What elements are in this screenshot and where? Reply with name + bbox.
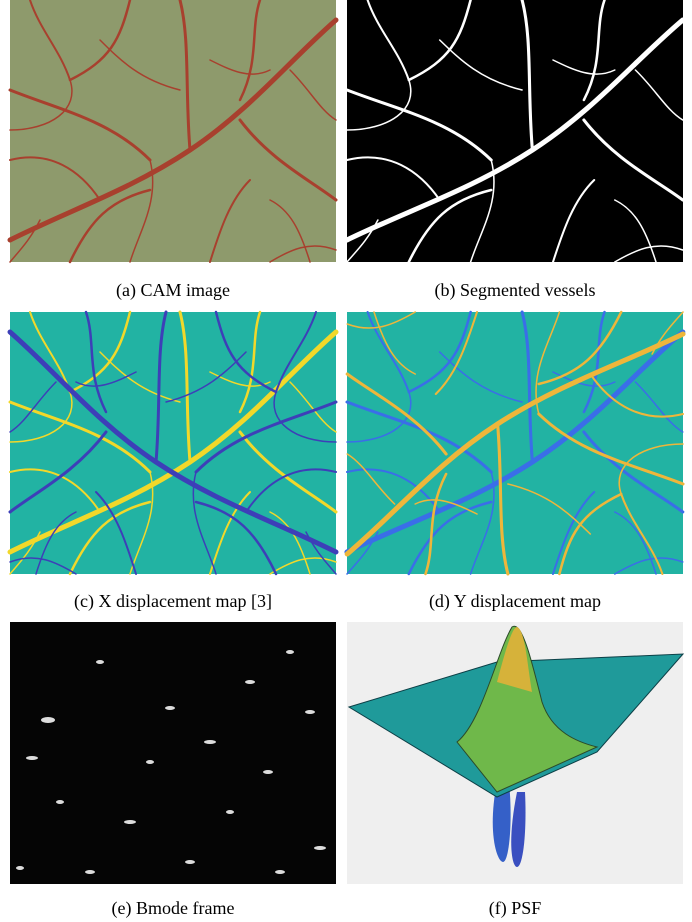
- caption: (f) PSF: [489, 898, 542, 919]
- panel-c: [10, 312, 336, 574]
- panel-a: [10, 0, 336, 262]
- panel-f: [347, 622, 685, 884]
- caption: (e) Bmode frame: [112, 898, 235, 919]
- panel-b: [347, 0, 683, 262]
- panel-e: [10, 622, 336, 884]
- panel-d: [347, 312, 683, 574]
- caption: (b) Segmented vessels: [435, 280, 596, 301]
- caption: (a) CAM image: [116, 280, 230, 301]
- caption: (c) X displacement map [3]: [74, 591, 272, 612]
- caption: (d) Y displacement map: [429, 591, 601, 612]
